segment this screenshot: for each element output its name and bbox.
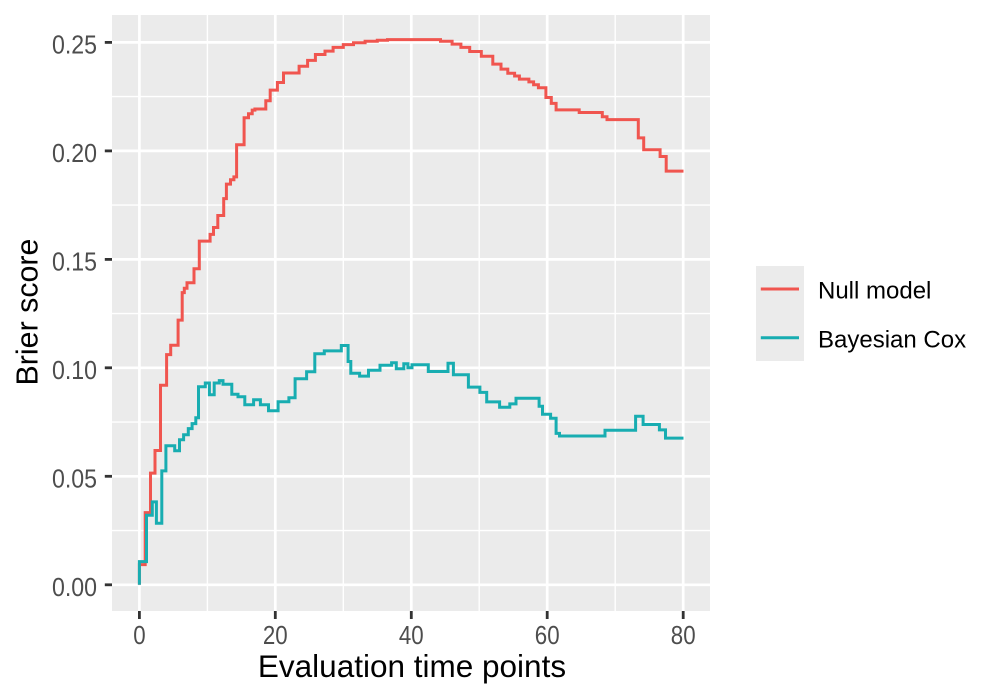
svg-text:0.10: 0.10 [52,355,97,385]
svg-text:0.05: 0.05 [52,463,97,493]
svg-text:Evaluation time points: Evaluation time points [258,648,566,684]
svg-text:80: 80 [671,620,696,650]
svg-text:Brier score: Brier score [11,239,45,386]
svg-text:0.20: 0.20 [52,138,97,168]
svg-text:0.00: 0.00 [52,572,97,602]
svg-text:20: 20 [263,620,288,650]
svg-text:0.15: 0.15 [52,246,97,276]
svg-text:0: 0 [133,620,145,650]
svg-text:Bayesian Cox: Bayesian Cox [818,326,966,353]
svg-text:0.25: 0.25 [52,29,97,59]
svg-text:60: 60 [535,620,560,650]
svg-text:40: 40 [399,620,424,650]
svg-text:Null model: Null model [818,278,931,305]
